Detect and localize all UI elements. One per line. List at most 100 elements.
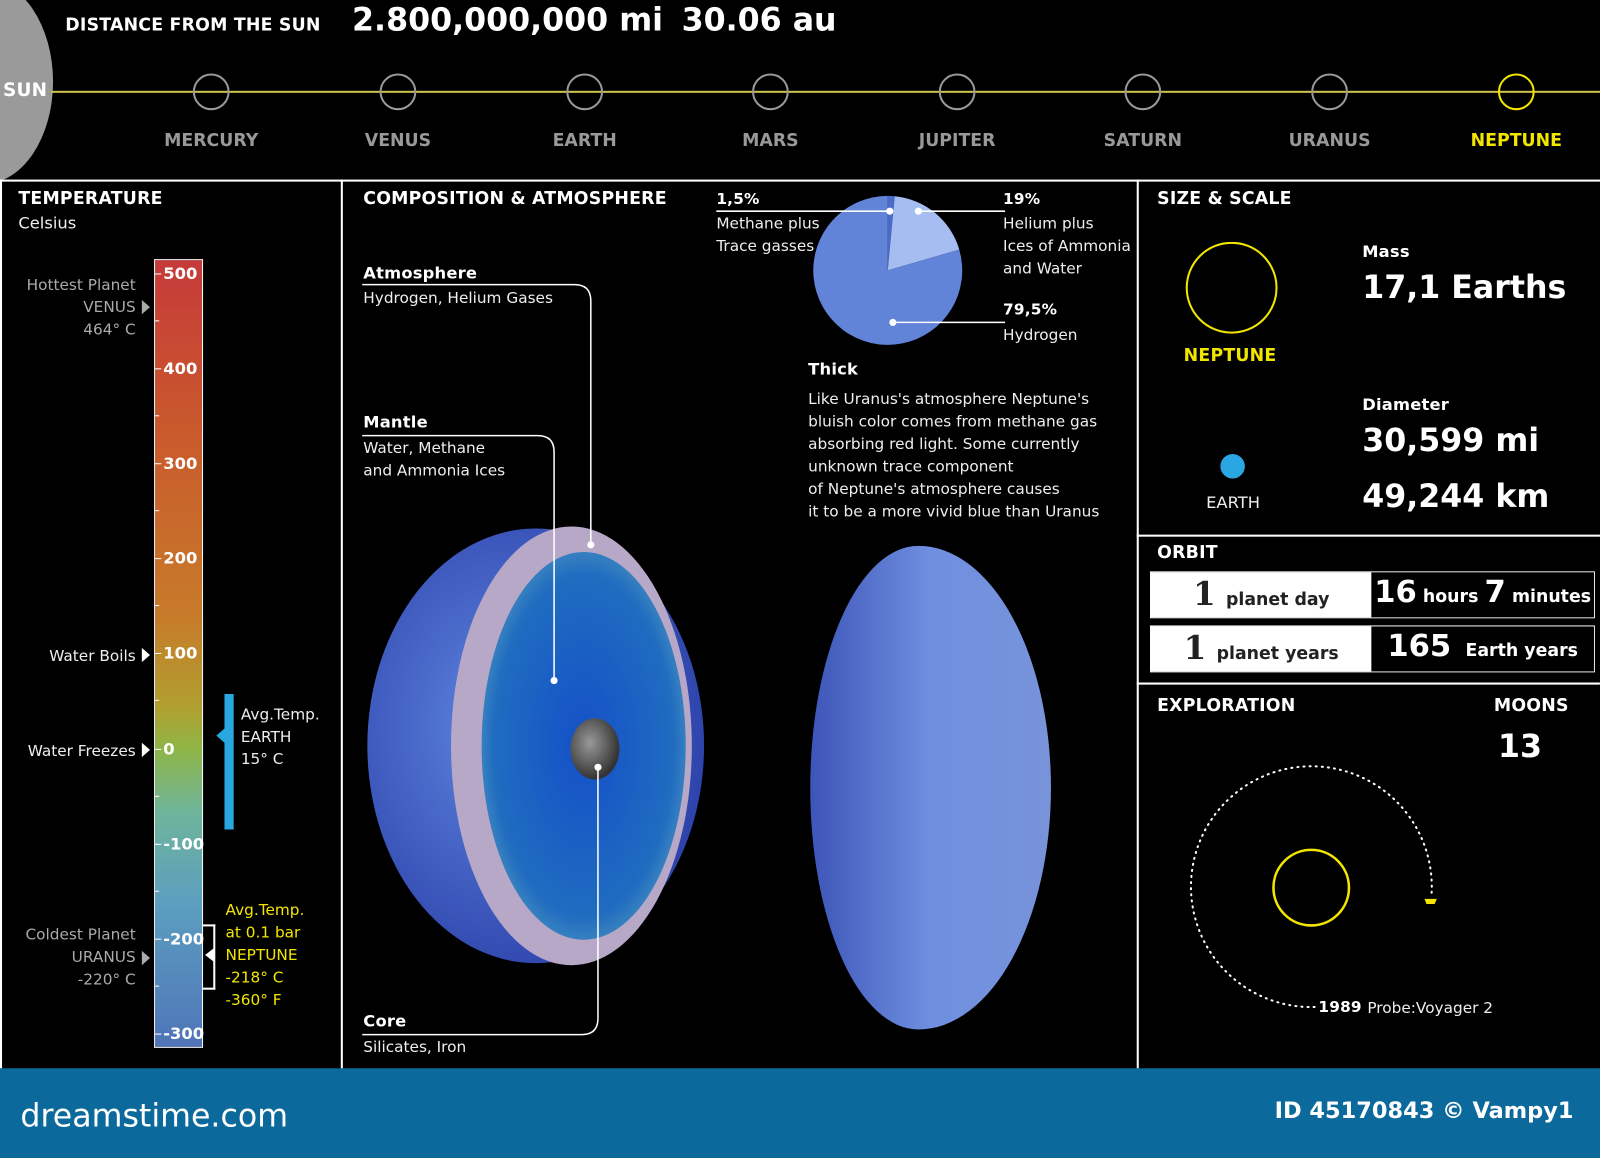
probe-year: 1989	[1318, 997, 1362, 1017]
planet-marker-jupiter[interactable]	[938, 73, 976, 111]
scale-label: 300	[163, 453, 198, 474]
divider	[1136, 534, 1600, 537]
helium-l3: and Water	[1003, 259, 1082, 278]
pie-slice	[813, 195, 963, 345]
thick-line: of Neptune's atmosphere causes	[808, 479, 1060, 498]
orbit-line	[51, 90, 1600, 93]
atmosphere-name: Atmosphere	[363, 263, 478, 283]
planet-marker-mercury[interactable]	[192, 73, 230, 111]
pointer-icon	[141, 299, 150, 315]
neptune-avg-2: at 0.1 bar	[225, 923, 301, 942]
mass-label: Mass	[1362, 241, 1410, 262]
orbit-year-row: 1 planet years 165 Earth years	[1149, 625, 1595, 673]
temperature-scale-bar	[154, 259, 204, 1048]
core-desc: Silicates, Iron	[363, 1037, 467, 1057]
thick-line: absorbing red light. Some currently	[808, 434, 1080, 454]
pointer-icon	[205, 947, 215, 963]
scale-tick	[155, 273, 162, 275]
hottest-planet: VENUS	[83, 297, 136, 317]
neptune-size-circle	[1185, 241, 1278, 334]
methane-pct: 1,5%	[716, 189, 760, 209]
planet-label-mars[interactable]: MARS	[742, 130, 799, 152]
distance-label: DISTANCE FROM THE SUN	[65, 15, 321, 36]
mass-value: 17,1 Earths	[1362, 269, 1567, 307]
planet-marker-saturn[interactable]	[1124, 73, 1162, 111]
planet-marker-venus[interactable]	[379, 73, 417, 111]
planet-label-saturn[interactable]: SATURN	[1103, 130, 1183, 152]
scale-minor-tick	[155, 605, 160, 607]
scale-tick	[155, 558, 162, 560]
planet-label-jupiter[interactable]: JUPITER	[918, 130, 996, 152]
scale-minor-tick	[155, 890, 160, 892]
pointer-icon	[141, 950, 150, 966]
divider	[0, 179, 3, 1069]
scale-minor-tick	[155, 415, 160, 417]
divider	[1136, 179, 1139, 1069]
composition-title: COMPOSITION & ATMOSPHERE	[363, 188, 667, 210]
planet-marker-earth[interactable]	[566, 73, 604, 111]
thick-line: bluish color comes from methane gas	[808, 412, 1098, 431]
mantle-desc-2: and Ammonia Ices	[363, 461, 506, 480]
scale-minor-tick	[155, 700, 160, 702]
footer-image-id: ID 45170843 © Vampy1	[1274, 1098, 1574, 1125]
divider	[0, 179, 1600, 182]
voyager-trajectory	[1189, 765, 1437, 1009]
planet-marker-neptune[interactable]	[1497, 73, 1535, 111]
divider	[340, 179, 343, 1069]
thick-line: it to be a more vivid blue than Uranus	[808, 501, 1100, 521]
divider	[1136, 682, 1600, 685]
neptune-temp-bracket	[203, 924, 216, 990]
day-count: 1	[1193, 574, 1216, 614]
scale-tick	[155, 843, 162, 845]
footer-brand[interactable]: dreamstime.com	[20, 1097, 289, 1135]
scale-label: -100	[163, 833, 205, 854]
neptune-avg-3: NEPTUNE	[225, 945, 298, 965]
planet-label-neptune[interactable]: NEPTUNE	[1470, 130, 1563, 152]
water-freezes: Water Freezes	[27, 741, 136, 761]
planet-label-uranus[interactable]: URANUS	[1288, 130, 1371, 152]
planet-marker-mars[interactable]	[752, 73, 789, 111]
thick-title: Thick	[808, 359, 859, 379]
thick-description: Like Uranus's atmosphere Neptune's bluish…	[808, 388, 1099, 523]
scale-label: -300	[163, 1023, 205, 1044]
earth-size-dot	[1220, 454, 1245, 479]
scale-tick	[155, 368, 162, 370]
mantle-desc-1: Water, Methane	[363, 438, 486, 458]
core-name: Core	[363, 1011, 407, 1031]
scale-tick	[155, 463, 162, 465]
pointer-icon	[141, 647, 150, 663]
atmosphere-desc: Hydrogen, Helium Gases	[363, 288, 553, 308]
scale-label: 100	[163, 643, 198, 664]
methane-l1: Methane plus	[716, 214, 820, 233]
planet-label-earth[interactable]: EARTH	[552, 130, 617, 152]
diameter-label: Diameter	[1362, 394, 1450, 415]
helium-l1: Helium plus	[1003, 214, 1094, 233]
thick-line: unknown trace component	[808, 457, 1014, 476]
planet-label-mercury[interactable]: MERCURY	[164, 130, 259, 152]
neptune-size-label: NEPTUNE	[1183, 345, 1277, 367]
scale-label: 200	[163, 548, 198, 569]
pie-slice	[887, 196, 960, 271]
earth-avg-1: Avg.Temp.	[240, 705, 320, 724]
size-title: SIZE & SCALE	[1157, 188, 1292, 210]
scale-tick	[155, 653, 162, 655]
earth-size-label: EARTH	[1206, 492, 1261, 513]
hydrogen-l1: Hydrogen	[1003, 325, 1078, 344]
planet-label-venus[interactable]: VENUS	[364, 130, 432, 152]
methane-l2: Trace gasses	[716, 236, 815, 256]
year-value: 165	[1387, 628, 1452, 665]
helium-pct: 19%	[1003, 189, 1041, 209]
planet-marker-uranus[interactable]	[1311, 73, 1348, 111]
hottest-label: Hottest Planet	[26, 275, 136, 294]
earth-avg-2: EARTH	[240, 727, 292, 746]
diameter-km: 49,244 km	[1362, 478, 1550, 516]
scale-minor-tick	[155, 320, 160, 322]
planet-cutaway-svg	[362, 195, 1051, 1036]
neptune-avg-4: -218° C	[225, 968, 284, 987]
scale-minor-tick	[155, 510, 160, 512]
scale-label: 400	[163, 358, 198, 379]
earth-temp-range	[224, 693, 234, 830]
year-count: 1	[1183, 628, 1207, 668]
exploration-title: EXPLORATION	[1157, 695, 1296, 717]
